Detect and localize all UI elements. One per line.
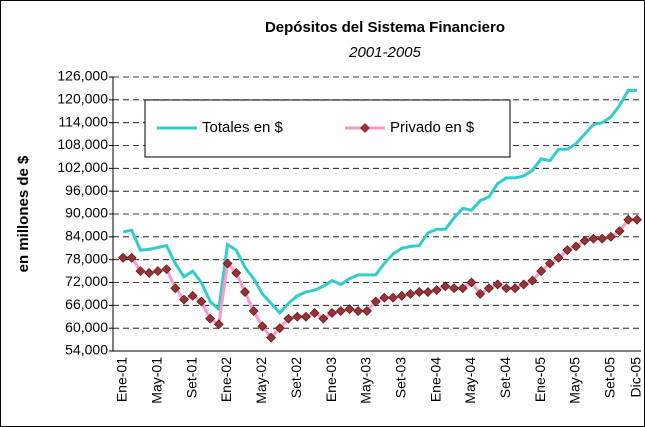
y-tick-label: 90,000 — [65, 205, 108, 221]
data-point — [379, 292, 390, 303]
y-tick-label: 72,000 — [65, 273, 108, 289]
data-point — [466, 277, 477, 288]
data-point — [118, 252, 128, 263]
data-point — [414, 287, 425, 297]
data-point — [483, 283, 494, 294]
data-point — [553, 252, 564, 263]
x-tick-label: May-01 — [149, 357, 165, 404]
data-point — [135, 266, 146, 277]
x-tick-label: Dic-05 — [628, 357, 644, 398]
x-tick-label: Set-04 — [497, 357, 513, 398]
y-tick-label: 84,000 — [65, 228, 108, 244]
chart-subtitle: 2001-2005 — [348, 44, 421, 61]
data-point — [205, 313, 216, 324]
legend-marker — [360, 123, 370, 133]
data-point — [510, 283, 520, 294]
data-point — [335, 306, 346, 316]
data-point — [327, 308, 338, 318]
y-tick-label: 96,000 — [65, 182, 108, 198]
data-point — [457, 283, 468, 294]
y-tick-label: 66,000 — [65, 296, 108, 312]
chart-title: Depósitos del Sistema Financiero — [265, 19, 505, 36]
data-point — [274, 323, 285, 334]
y-tick-label: 60,000 — [65, 319, 108, 335]
data-point — [527, 275, 538, 286]
x-tick-label: Set-01 — [183, 357, 199, 398]
data-point — [396, 290, 407, 301]
x-tick-label: May-04 — [462, 357, 478, 404]
y-tick-label: 102,000 — [57, 159, 108, 175]
y-tick-label: 78,000 — [65, 250, 108, 266]
data-point — [353, 306, 364, 316]
data-point — [231, 268, 242, 278]
x-tick-label: Set-02 — [288, 357, 304, 398]
x-tick-label: Ene-03 — [323, 357, 339, 402]
data-point — [562, 245, 573, 256]
data-point — [623, 214, 634, 225]
data-point — [266, 332, 277, 343]
data-point — [501, 283, 512, 294]
x-tick-label: Ene-05 — [532, 357, 548, 402]
x-tick-label: Set-05 — [602, 357, 618, 398]
x-tick-label: Ene-02 — [218, 357, 234, 402]
data-point — [344, 304, 355, 315]
data-point — [388, 292, 398, 303]
series-line — [122, 88, 637, 316]
data-point — [475, 288, 486, 299]
y-tick-label: 114,000 — [58, 113, 108, 129]
data-point — [614, 226, 625, 237]
data-point — [179, 294, 189, 305]
data-point — [213, 319, 224, 330]
data-point — [518, 279, 529, 290]
y-axis-label: en millones de $ — [15, 155, 32, 272]
legend-label: Totales en $ — [202, 119, 284, 136]
data-point — [248, 306, 259, 316]
legend-label: Privado en $ — [390, 119, 475, 136]
data-point — [222, 258, 233, 269]
data-point — [605, 231, 616, 242]
data-point — [440, 281, 451, 292]
data-point — [309, 308, 320, 318]
data-point — [405, 288, 416, 299]
data-point — [362, 306, 372, 316]
data-point — [144, 268, 155, 278]
data-point — [492, 279, 503, 290]
data-point — [370, 296, 381, 307]
data-point — [544, 258, 555, 269]
data-point — [422, 287, 433, 297]
data-point — [292, 311, 303, 322]
y-tick-label: 120,000 — [57, 91, 108, 107]
data-point — [257, 321, 268, 332]
x-tick-label: Set-03 — [392, 357, 408, 398]
data-point — [283, 313, 294, 324]
x-tick-label: May-03 — [358, 357, 374, 404]
data-point — [449, 283, 459, 294]
data-point — [431, 285, 442, 296]
legend-box — [144, 99, 511, 158]
data-point — [187, 290, 198, 301]
data-point — [196, 296, 207, 307]
data-point — [152, 266, 163, 277]
data-point — [318, 313, 329, 324]
data-point — [240, 287, 250, 297]
data-point — [536, 266, 547, 277]
y-tick-label: 54,000 — [65, 342, 108, 358]
data-point — [301, 311, 311, 322]
x-tick-label: Ene-04 — [427, 357, 443, 402]
data-point — [170, 283, 181, 294]
x-tick-label: Ene-01 — [114, 357, 130, 402]
x-tick-label: May-02 — [253, 357, 269, 404]
data-point — [579, 235, 590, 246]
data-point — [126, 252, 137, 263]
data-point — [632, 214, 642, 225]
x-tick-label: May-05 — [567, 357, 583, 404]
data-point — [571, 241, 581, 252]
data-point — [588, 233, 599, 244]
data-point — [161, 264, 172, 275]
data-point — [597, 233, 608, 244]
y-tick-label: 126,000 — [57, 68, 108, 84]
y-tick-label: 108,000 — [57, 136, 108, 152]
